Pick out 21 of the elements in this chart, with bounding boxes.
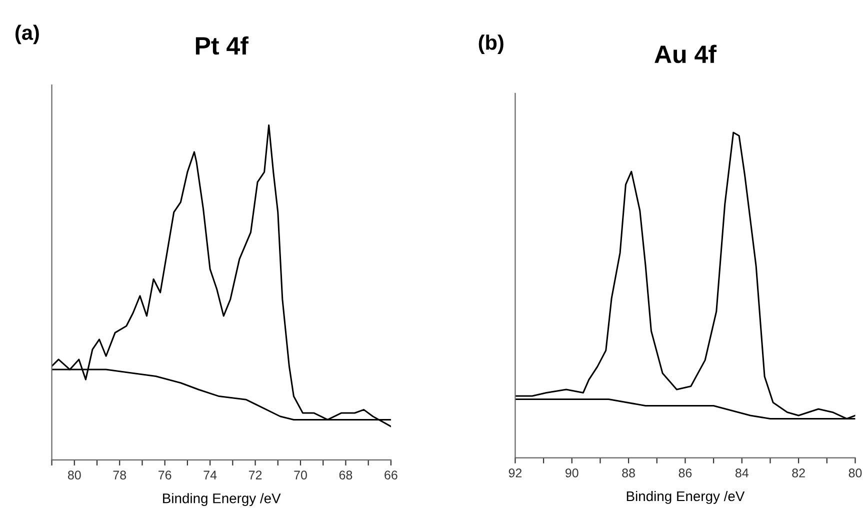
x-tick-label: 90: [566, 468, 578, 478]
x-tick-label: 80: [68, 470, 81, 480]
x-tick-label: 78: [113, 470, 126, 480]
x-axis-title: Binding Energy /eV: [626, 490, 745, 504]
x-tick-label: 70: [294, 470, 307, 480]
x-tick-label: 74: [204, 470, 217, 480]
x-tick-label: 88: [622, 468, 635, 478]
x-tick-label: 76: [158, 470, 172, 480]
x-tick-label: 66: [384, 470, 398, 480]
x-tick-label: 84: [735, 468, 748, 478]
x-tick-label: 72: [248, 470, 262, 480]
x-tick-label: 80: [848, 468, 862, 478]
x-tick-label: 82: [792, 468, 805, 478]
chart-title: Au 4f: [654, 44, 717, 64]
text: (a): [16, 24, 39, 44]
text: (b): [478, 34, 504, 54]
chart-title: Pt 4f: [196, 36, 248, 55]
x-tick-label: 92: [508, 468, 522, 478]
x-axis-title: Binding Energy /eV: [163, 493, 281, 506]
x-tick-label: 68: [339, 470, 352, 480]
x-tick-label: 86: [678, 468, 692, 478]
